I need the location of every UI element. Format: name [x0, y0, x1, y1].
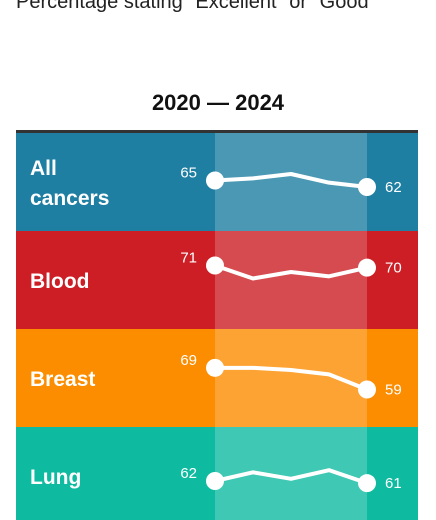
- highlight-band-breast: [215, 329, 367, 427]
- end-point-all-cancers: [358, 178, 376, 196]
- row-band-blood: [16, 231, 418, 329]
- end-point-breast: [358, 380, 376, 399]
- end-value-blood: 70: [385, 260, 402, 277]
- series-line-blood: [213, 263, 369, 281]
- start-point-blood: [206, 256, 224, 275]
- start-point-breast: [206, 358, 224, 377]
- end-value-breast: 59: [385, 382, 402, 399]
- end-value-lung: 61: [385, 475, 402, 492]
- end-point-blood: [358, 258, 376, 277]
- start-value-lung: 62: [180, 465, 197, 482]
- series-line-lung: [213, 468, 369, 486]
- period-label: 2020 — 2024: [151, 90, 285, 115]
- series-label-lung: Lung: [30, 466, 81, 489]
- start-value-breast: 69: [180, 352, 197, 369]
- start-value-blood: 71: [180, 250, 197, 267]
- series-label-all-cancers: All cancers: [30, 157, 109, 210]
- series-label-blood: Blood: [30, 270, 89, 293]
- series-line-all-cancers: [213, 172, 369, 189]
- end-point-lung: [358, 474, 376, 493]
- start-point-lung: [206, 472, 224, 490]
- highlight-band-blood: [215, 231, 367, 329]
- end-value-all-cancers: 62: [385, 179, 402, 196]
- chart-subtitle: Percentage stating "Excellent" or "Good": [16, 0, 376, 13]
- series-label-breast: Breast: [30, 368, 95, 391]
- row-band-breast: [16, 329, 418, 427]
- start-value-all-cancers: 65: [180, 165, 197, 182]
- top-rule: [16, 130, 418, 133]
- series-line-breast: [213, 365, 369, 392]
- start-point-all-cancers: [206, 171, 224, 190]
- highlight-band-all-cancers: [215, 133, 367, 231]
